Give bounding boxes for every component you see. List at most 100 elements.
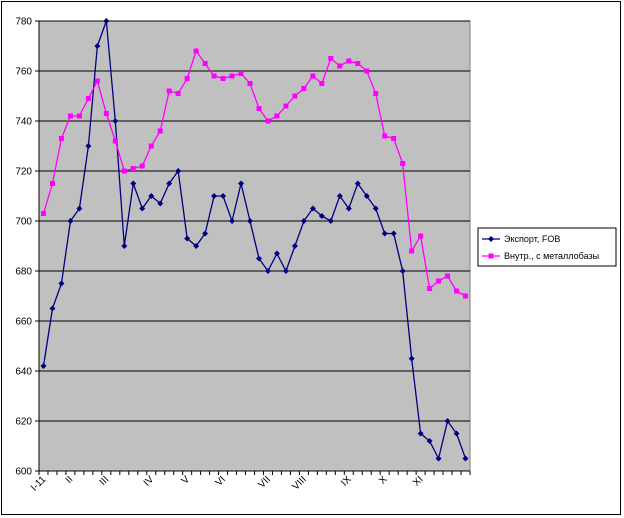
x-tick-label-group: II: [64, 474, 76, 486]
x-tick-label: V: [180, 474, 193, 487]
data-point: [319, 81, 325, 86]
x-tick-label: II: [64, 474, 76, 486]
data-point: [382, 133, 388, 139]
x-tick-label: VII: [256, 474, 272, 490]
data-point: [400, 161, 406, 166]
x-tick-label-group: IX: [339, 474, 354, 489]
data-point: [346, 58, 352, 64]
series-line: [42, 20, 467, 461]
legend-marker: [488, 253, 494, 259]
data-point: [166, 88, 172, 94]
legend-box: [477, 227, 617, 267]
legend-marker: [488, 236, 494, 242]
x-tick-label-group: IV: [142, 474, 157, 489]
data-point: [40, 363, 47, 369]
data-point: [193, 243, 200, 249]
x-tick-label: X: [377, 474, 390, 487]
data-point: [94, 78, 100, 84]
data-point: [463, 293, 469, 299]
data-point: [399, 268, 406, 274]
data-point: [193, 48, 199, 54]
data-point: [58, 280, 65, 287]
data-point: [363, 193, 370, 199]
data-point: [264, 268, 271, 274]
legend-label: Экспорт, FOB: [504, 234, 560, 244]
x-tick-label: IX: [339, 474, 354, 489]
data-point: [139, 163, 145, 169]
data-point: [444, 418, 451, 424]
data-point: [49, 305, 56, 312]
data-point: [418, 233, 424, 239]
data-point: [318, 213, 325, 219]
data-point: [175, 168, 182, 174]
data-point: [121, 243, 128, 249]
x-tick-label-group: III: [98, 474, 112, 488]
data-point: [148, 193, 155, 199]
data-point: [391, 136, 397, 141]
data-point: [202, 61, 208, 66]
data-point: [139, 205, 146, 212]
series-layer: [40, 18, 469, 462]
series-line: [42, 49, 466, 297]
data-point: [220, 76, 226, 81]
legend-item: Экспорт, FOB: [482, 234, 560, 244]
data-point: [408, 355, 415, 362]
data-point: [148, 143, 154, 149]
data-point: [309, 205, 316, 212]
data-point: [283, 103, 289, 109]
data-point: [103, 111, 109, 116]
data-point: [292, 93, 298, 99]
data-point: [76, 205, 83, 212]
axes: [38, 21, 470, 472]
data-point: [462, 455, 469, 462]
y-tick-label: 640: [15, 367, 32, 378]
y-tick-label: 620: [15, 417, 32, 428]
x-tick-label: III: [98, 474, 112, 488]
data-point: [85, 96, 91, 101]
x-tick-label-group: V: [180, 474, 193, 487]
data-point: [94, 43, 101, 49]
data-point: [273, 250, 280, 257]
data-point: [453, 430, 460, 437]
data-point: [373, 91, 379, 96]
data-point: [364, 68, 370, 74]
series-2: [40, 48, 469, 299]
data-point: [184, 235, 191, 242]
legend: Экспорт, FOB Внутр., с металлобазы: [477, 227, 617, 267]
data-point: [40, 211, 46, 216]
x-axis-ticks: I-11 II III IV V VI VII VIII IX X XI: [29, 471, 471, 494]
y-tick-label: 680: [15, 267, 32, 278]
data-point: [238, 71, 244, 76]
data-point: [282, 268, 289, 274]
data-point: [157, 200, 164, 207]
data-point: [381, 230, 388, 237]
data-point: [436, 278, 442, 284]
data-point: [112, 138, 118, 144]
x-tick-label-group: VII: [256, 474, 272, 490]
data-point: [274, 113, 280, 119]
y-tick-label: 780: [15, 17, 32, 28]
data-point: [265, 118, 271, 124]
x-tick-label-group: X: [377, 474, 390, 487]
data-point: [337, 63, 343, 69]
data-point: [121, 168, 127, 174]
data-point: [76, 113, 82, 119]
data-point: [58, 136, 64, 141]
data-point: [211, 73, 217, 79]
data-point: [130, 166, 136, 171]
data-point: [354, 180, 361, 187]
x-tick-label: VI: [214, 474, 228, 488]
data-point: [103, 18, 110, 24]
data-point: [85, 143, 92, 149]
data-point: [355, 61, 361, 66]
x-tick-label: XI: [411, 474, 425, 488]
x-tick-label: IV: [142, 474, 157, 489]
y-tick-label: 720: [15, 167, 32, 178]
x-tick-label-group: VI: [214, 474, 228, 488]
data-point: [300, 218, 307, 224]
x-tick-label-group: XI: [411, 474, 425, 488]
data-point: [202, 230, 209, 237]
y-tick-label: 760: [15, 67, 32, 78]
y-tick-label: 660: [15, 317, 32, 328]
data-point: [255, 255, 262, 262]
